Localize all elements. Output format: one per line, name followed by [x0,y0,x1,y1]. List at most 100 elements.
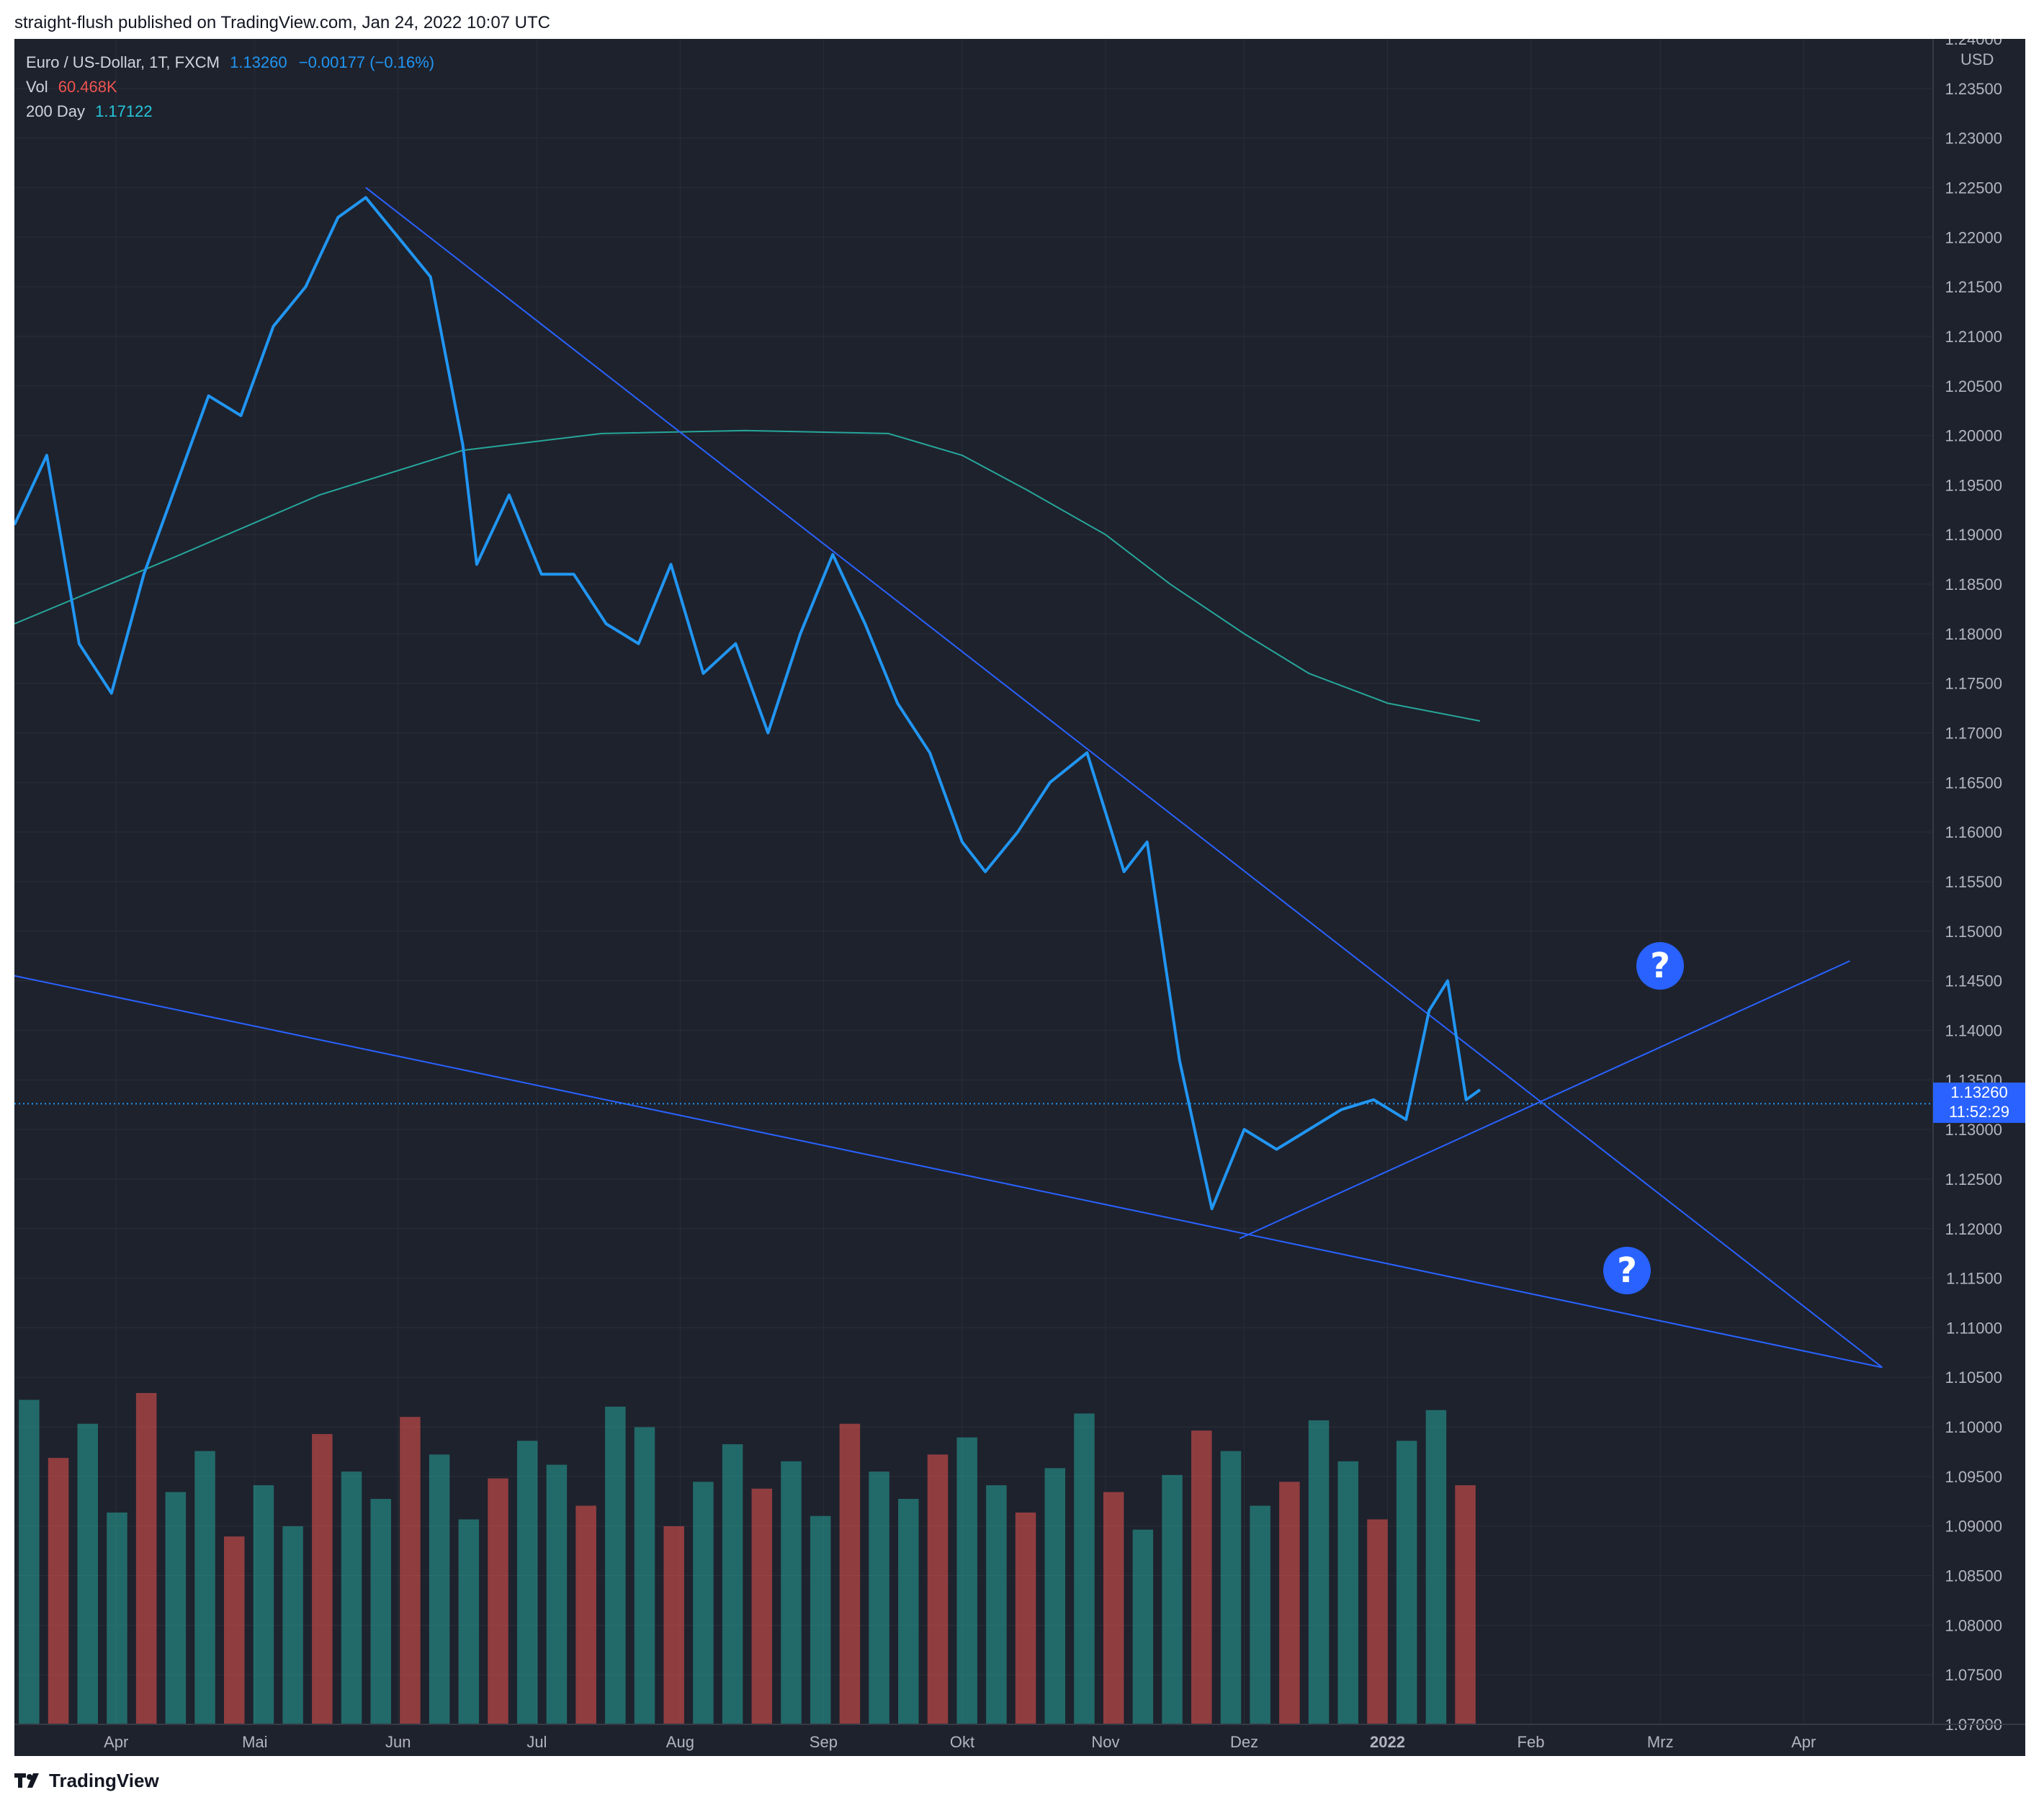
volume-bar [107,1512,127,1724]
chart-frame[interactable]: 1.07000 1.07500 1.08000 1.08500 1.09000 1.095… [14,39,2025,1756]
volume-bar [575,1505,596,1724]
publisher-header: straight-flush published on TradingView.… [14,13,550,32]
legend-vol-row: Vol 60.468K [26,75,434,99]
volume-bar [1308,1420,1330,1724]
volume-bar [986,1485,1007,1724]
y-tick-label: 1.07500 [1945,1666,2002,1684]
volume-bar [1250,1505,1270,1724]
y-tick-label: 1.20000 [1945,427,2002,445]
volume-bar [1074,1413,1095,1724]
volume-bar [1279,1482,1300,1724]
volume-bar [135,1393,157,1724]
volume-bar [400,1417,421,1724]
volume-bar [546,1464,568,1724]
volume-bar [223,1536,245,1724]
volume-bar [458,1519,480,1724]
volume-bar [1396,1441,1417,1724]
y-tick-label: 1.19000 [1945,526,2002,544]
current-price-value: 1.13260 [1950,1083,2008,1101]
y-tick-label: 1.17000 [1945,725,2002,743]
y-tick-label: 1.14000 [1945,1021,2002,1039]
volume-bar [165,1492,187,1724]
volume-bar [282,1526,303,1724]
x-tick-label: Sep [810,1733,838,1751]
question-circle-icon[interactable]: ? [1603,1247,1651,1294]
price-chart[interactable]: 1.070001.075001.080001.085001.090001.095… [14,39,2025,1756]
x-tick-label: Jul [526,1733,547,1751]
legend-ma-label: 200 Day [26,102,85,120]
volume-bar [898,1499,919,1724]
volume-bar [1337,1461,1359,1724]
x-tick-label: Dez [1230,1733,1258,1751]
ma-line-layer [14,429,1481,722]
y-tick-label: 1.23000 [1945,130,2002,148]
y-tick-label: 1.12500 [1945,1170,2002,1188]
volume-bar [1191,1430,1212,1724]
volume-bar [312,1433,333,1724]
trendline[interactable] [14,975,1883,1369]
volume-bar [634,1427,655,1724]
x-tick-label: Apr [104,1733,128,1751]
trendline[interactable] [1239,960,1850,1240]
legend-change: −0.00177 (−0.16%) [298,53,435,71]
volume-bar [1132,1529,1154,1724]
y-tick-label: 1.13000 [1945,1121,2002,1139]
y-tick-label: 1.20500 [1945,377,2002,395]
volume-bar [1162,1474,1183,1724]
volume-bar [1220,1451,1242,1724]
currency-label: USD [1960,50,1994,68]
x-tick-label: Mrz [1647,1733,1674,1751]
volume-bar [1044,1468,1066,1724]
volume-bar [751,1488,773,1724]
volume-bar [77,1423,98,1724]
y-tick-label: 1.08500 [1945,1567,2002,1585]
volume-bar [810,1515,831,1724]
y-tick-label: 1.10500 [1945,1369,2002,1387]
legend-vol-label: Vol [26,78,48,96]
volume-bar [722,1444,743,1724]
y-tick-label: 1.16000 [1945,823,2002,841]
volume-bars [19,1393,1476,1724]
y-tick-label: 1.22500 [1945,179,2002,197]
x-tick-label: Nov [1091,1733,1119,1751]
footer: TradingView [14,1766,159,1795]
legend-symbol: Euro / US-Dollar, 1T, FXCM [26,53,220,71]
legend-price: 1.13260 [230,53,287,71]
y-tick-label: 1.09500 [1945,1468,2002,1486]
x-tick-label: Mai [242,1733,267,1751]
chart-background [14,39,2025,1756]
volume-bar [781,1461,802,1724]
footer-brand: TradingView [49,1769,159,1791]
x-tick-label: Jun [385,1733,411,1751]
volume-bar [429,1454,450,1724]
y-tick-label: 1.18500 [1945,575,2002,594]
y-tick-label: 1.08000 [1945,1616,2002,1634]
trendlines[interactable] [14,187,1883,1369]
price-line [14,196,1482,1211]
tradingview-logo-icon [14,1773,39,1788]
volume-bar [341,1472,362,1724]
y-tick-label: 1.22000 [1945,228,2002,246]
y-tick-label: 1.23500 [1945,80,2002,98]
legend-vol-value: 60.468K [58,78,117,96]
volume-bar [253,1485,274,1724]
y-tick-label: 1.15000 [1945,923,2002,941]
volume-bar [516,1441,538,1724]
countdown-value: 11:52:29 [1948,1103,2009,1121]
question-circle-icon[interactable]: ? [1636,942,1684,990]
y-tick-label: 1.18000 [1945,625,2002,643]
y-tick-label: 1.09000 [1945,1518,2002,1536]
trendline[interactable] [365,187,1883,1369]
legend-ma-row: 200 Day 1.17122 [26,99,434,124]
legend-ma-value: 1.17122 [95,102,153,120]
x-tick-label: Okt [950,1733,974,1751]
x-tick-label: Feb [1518,1733,1545,1751]
y-tick-label: 1.21500 [1945,278,2002,296]
volume-bar [1367,1519,1388,1724]
volume-bar [1015,1512,1036,1724]
volume-bar [927,1454,949,1724]
x-tick-label: 2022 [1370,1733,1405,1751]
x-tick-label: Apr [1791,1733,1816,1751]
volume-bar [663,1526,684,1724]
y-tick-label: 1.17500 [1945,675,2002,693]
